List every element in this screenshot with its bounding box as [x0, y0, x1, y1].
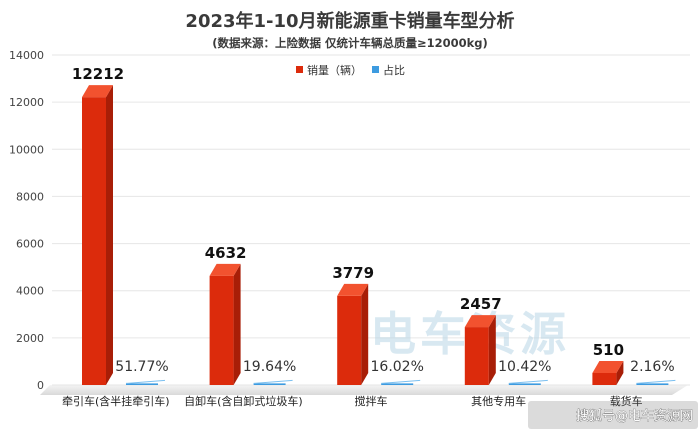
y-tick-label: 6000	[16, 238, 44, 251]
data-label-sales: 2457	[460, 295, 502, 313]
data-label-sales: 4632	[205, 244, 247, 262]
bar-share	[508, 383, 541, 385]
category-labels: 牵引车(含半挂牵引车) 自卸车(含自卸式垃圾车) 搅拌车 其他专用车 载货车	[62, 394, 643, 408]
bar-share	[636, 383, 669, 385]
data-label-share: 51.77%	[115, 359, 168, 375]
chart-subtitle: (数据来源：上险数据 仅统计车辆总质量≥12000kg)	[212, 36, 488, 50]
y-tick-label: 4000	[16, 285, 44, 298]
bar-share	[253, 383, 286, 385]
bar-sales	[209, 275, 234, 385]
bar-sales-top	[592, 360, 624, 373]
data-label-share: 10.42%	[498, 359, 551, 375]
y-tick-label: 0	[37, 379, 44, 392]
data-label-share: 19.64%	[243, 359, 296, 375]
legend-swatch-sales	[296, 66, 303, 73]
x-category-label: 载货车	[610, 394, 643, 408]
bar-sales-top	[337, 283, 369, 296]
bar-share-top	[508, 379, 548, 384]
y-tick-label: 8000	[16, 190, 44, 203]
chart-floor	[40, 385, 688, 395]
x-category-label: 搅拌车	[355, 394, 388, 408]
gridlines	[52, 54, 690, 386]
bar-sales	[337, 295, 362, 385]
x-category-label: 牵引车(含半挂牵引车)	[62, 394, 170, 408]
bar-share	[381, 383, 414, 385]
bar-sales	[82, 97, 106, 385]
credit-backdrop	[528, 401, 698, 429]
bars-layer: 12212 51.77% 4632 19.64% 3779 16.02% 2457 10.42…	[72, 65, 676, 385]
y-axis: 0 2000 4000 6000 8000 10000 12000 14000	[9, 49, 44, 392]
legend: 销量（辆） 占比	[296, 63, 405, 77]
legend-label-sales: 销量（辆）	[307, 63, 362, 77]
bar-sales-side	[616, 360, 624, 385]
bar-sales-side	[106, 85, 113, 385]
y-tick-label: 2000	[16, 332, 44, 345]
data-label-share: 2.16%	[630, 359, 674, 375]
data-label-share: 16.02%	[371, 359, 424, 375]
legend-swatch-share	[372, 66, 379, 73]
credit-text: 搜狐号@电车资源网	[576, 408, 693, 424]
bar-share	[126, 383, 158, 385]
bar-sales	[592, 372, 617, 385]
legend-label-share: 占比	[383, 63, 405, 77]
bar-sales	[464, 327, 489, 385]
data-label-sales: 3779	[332, 264, 374, 282]
data-label-sales: 12212	[72, 65, 124, 83]
bar-share-top	[125, 379, 166, 384]
bar-share-top	[636, 379, 676, 384]
y-tick-label: 12000	[9, 96, 44, 109]
y-tick-label: 10000	[9, 143, 44, 156]
bar-sales-top	[209, 263, 241, 276]
bar-share-top	[381, 379, 421, 384]
x-category-label: 自卸车(含自卸式垃圾车)	[184, 394, 303, 408]
chart-title: 2023年1-10月新能源重卡销量车型分析	[185, 10, 514, 32]
data-label-sales: 510	[593, 341, 624, 359]
bar-sales-side	[233, 263, 241, 385]
bar-sales-top	[82, 85, 113, 98]
bar-share-top	[253, 379, 293, 384]
x-category-label: 其他专用车	[471, 394, 526, 408]
y-tick-label: 14000	[9, 49, 44, 62]
bar-sales-top	[464, 315, 496, 328]
bar-sales-side	[488, 315, 496, 385]
bar-sales-side	[361, 283, 369, 385]
